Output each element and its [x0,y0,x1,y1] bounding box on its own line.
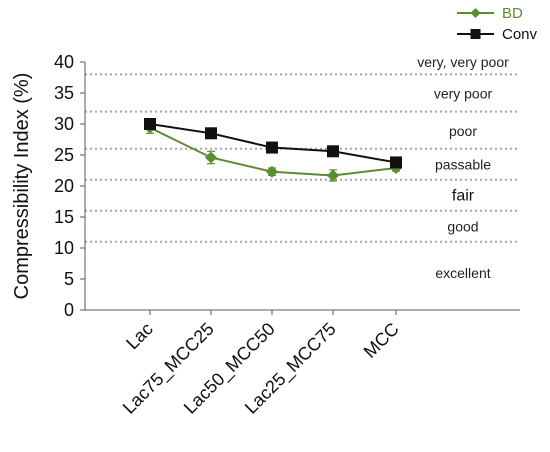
legend-item-bd: BD [457,5,523,22]
x-tick-label: Lac [122,319,157,354]
legend: BD Conv [457,5,538,43]
y-tick-label: 15 [54,207,74,227]
y-tick-label: 25 [54,145,74,165]
y-tick-label: 10 [54,238,74,258]
band-label-good: good [447,218,478,234]
axes: 0510152025303540LacLac75_MCC25Lac50_MCC5… [11,52,520,418]
band-label-passable: passable [435,156,491,172]
y-axis-title: Compressibility Index (%) [11,73,33,300]
data-point-conv [205,127,217,140]
data-point-conv [390,156,402,169]
data-point-conv [327,145,339,158]
band-label-excellent: excellent [435,265,490,281]
data-point-bd [266,165,278,178]
legend-marker [470,29,481,39]
band-label-fair: fair [452,187,475,204]
y-tick-label: 40 [54,52,74,72]
series-conv [144,118,402,169]
x-tick-label: MCC [360,319,403,362]
y-tick-label: 0 [64,300,74,320]
legend-label: BD [502,5,523,22]
legend-item-conv: Conv [457,26,538,43]
band-labels: very, very poor very poor poor passable fair… [417,54,509,281]
series-layer [144,118,402,182]
legend-marker [470,8,481,18]
band-label-very-very-poor: very, very poor [417,54,509,70]
band-label-poor: poor [449,123,477,139]
data-point-conv [266,141,278,154]
data-point-bd [205,151,217,164]
y-tick-label: 30 [54,114,74,134]
data-point-bd [327,169,339,182]
y-tick-label: 20 [54,176,74,196]
y-tick-label: 35 [54,83,74,103]
y-tick-label: 5 [64,269,74,289]
data-point-conv [144,118,156,130]
legend-label: Conv [502,26,538,43]
band-label-very-poor: very poor [434,86,493,102]
